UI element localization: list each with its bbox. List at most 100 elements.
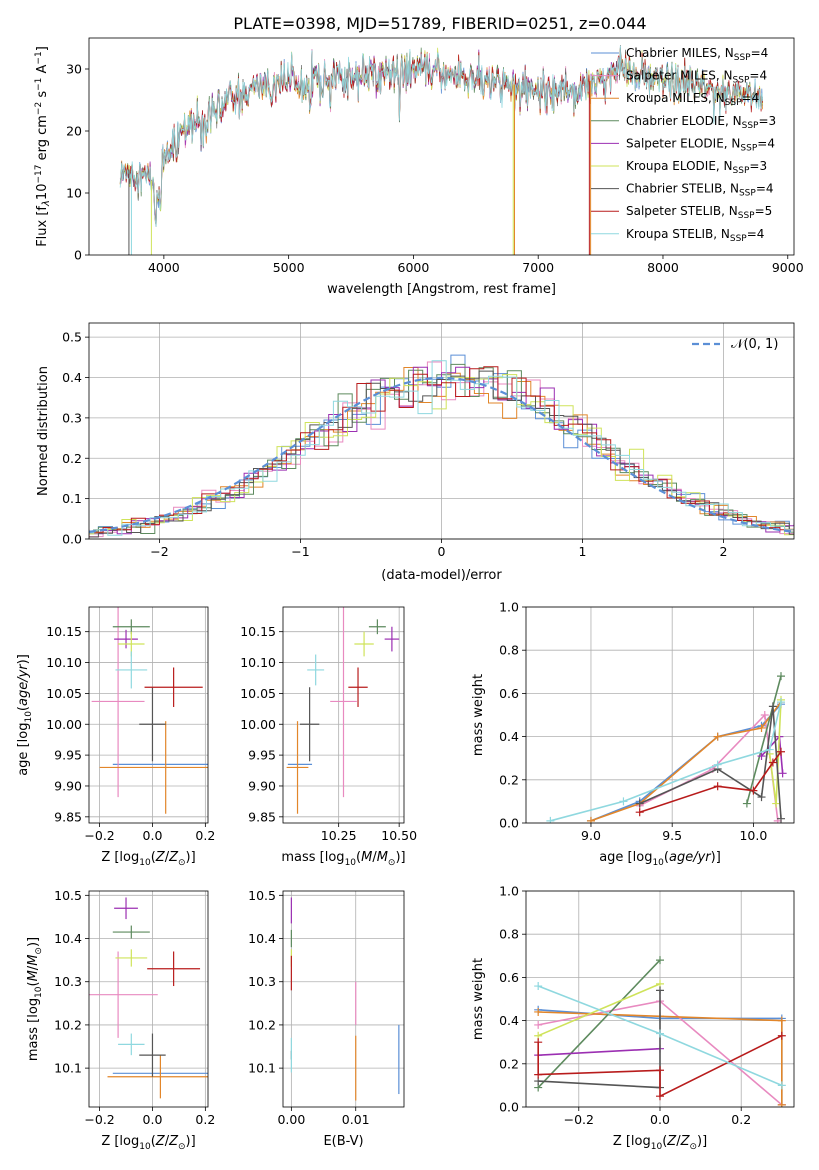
x-axis-label: wavelength [Angstrom, rest frame]	[327, 282, 556, 297]
y-tick-label: 10.10	[46, 655, 82, 670]
legend-label: Salpeter STELIB, NSSP=5	[626, 204, 772, 221]
axes-frame	[88, 322, 795, 540]
x-tick-label: −0.2	[84, 1112, 114, 1127]
mass_vs_z-axes: −0.2 0.0 0.2 10.1 10.2 10.3 10.4 10.5 Z [log10(Z…	[26, 888, 215, 1152]
point-marker	[742, 799, 751, 808]
point-marker	[546, 816, 555, 823]
series-line	[590, 703, 782, 822]
y-tick-label: 0.2	[499, 1056, 519, 1071]
point-marker	[656, 1029, 664, 1038]
y-tick-label: 0.0	[62, 532, 82, 547]
series-line	[538, 1047, 661, 1056]
x-tick-label: 0	[438, 544, 446, 559]
histogram-step	[89, 366, 794, 538]
histogram-series	[89, 354, 794, 538]
x-tick-label: −2	[150, 544, 168, 559]
point-marker	[777, 747, 786, 756]
age_vs_mass-axes: 10.25 10.50 9.85 9.90 9.95 10.00 10.05 10.10 10.…	[240, 606, 417, 868]
axes-frame	[525, 606, 795, 824]
y-tick-label: 9.95	[248, 748, 276, 763]
point-marker	[768, 702, 777, 711]
x-tick-label: 0.2	[731, 1112, 751, 1127]
y-tick-label: 0.4	[499, 729, 519, 744]
point-marker	[635, 799, 644, 808]
axes-frame	[88, 890, 209, 1108]
mass_vs_z-points	[89, 897, 208, 1099]
weight_vs_age-axes: 9.0 9.5 10.0 0.0 0.2 0.4 0.6 0.8 1.0 age [log10(a…	[471, 600, 795, 868]
point-marker	[534, 1038, 543, 1047]
axes-frame	[282, 606, 405, 824]
x-axis-label: age [log10(age/yr)]	[599, 850, 721, 868]
point-marker	[713, 760, 722, 769]
x-tick-label: −0.2	[564, 1112, 594, 1127]
y-tick-label: 0	[74, 248, 82, 263]
y-tick-label: 1.0	[499, 600, 519, 615]
series-line	[746, 675, 782, 804]
x-axis-label: Z [log10(Z/Z⊙)]	[101, 850, 195, 868]
point-marker	[534, 1007, 543, 1016]
point-marker	[777, 672, 786, 681]
legend-label: Chabrier MILES, NSSP=4	[626, 46, 768, 63]
spectrum-lines	[119, 45, 763, 255]
axes-frame	[282, 890, 405, 1108]
point-marker	[534, 982, 543, 991]
y-tick-label: 0.2	[499, 772, 519, 787]
point-marker	[619, 797, 628, 806]
point-marker	[757, 752, 766, 761]
point-marker	[656, 986, 664, 995]
x-tick-label: 0.0	[650, 1112, 670, 1127]
y-tick-label: 10.15	[46, 624, 82, 639]
figure-title: PLATE=0398, MJD=51789, FIBERID=0251, z=0…	[233, 14, 646, 33]
point-marker	[713, 732, 722, 741]
weight_vs_z-series	[534, 956, 786, 1107]
x-tick-label: 2	[720, 544, 728, 559]
series-line	[639, 706, 782, 819]
histogram-axes: −2 −1 0 1 2 0.0 0.1 0.2 0.3 0.4 0.5 (data-model)/er…	[36, 322, 795, 583]
point-marker	[760, 711, 769, 719]
axes-frame	[88, 37, 795, 256]
y-tick-label: 9.85	[248, 809, 276, 824]
weight_vs_z-axes: −0.2 0.0 0.2 0.0 0.2 0.4 0.6 0.8 1.0 Z [log10(Z/Z…	[471, 884, 795, 1152]
y-tick-label: 10.00	[240, 717, 276, 732]
point-marker	[757, 723, 766, 732]
point-marker	[768, 758, 777, 767]
y-tick-label: 10.3	[54, 974, 82, 989]
y-tick-label: 20	[66, 124, 82, 139]
x-tick-label: 1	[579, 544, 587, 559]
point-marker	[772, 799, 781, 808]
age_vs_z-axes: −0.2 0.0 0.2 9.85 9.90 9.95 10.00 10.05 10.10 10.…	[16, 606, 215, 868]
x-tick-label: 4000	[148, 260, 180, 275]
x-axis-label: E(B-V)	[323, 1134, 363, 1149]
point-marker	[765, 745, 774, 754]
y-tick-label: 0.4	[62, 370, 82, 385]
y-tick-label: 0.6	[499, 686, 519, 701]
y-tick-label: 10.5	[54, 888, 82, 903]
axes-frame	[88, 606, 209, 824]
x-axis-label: Z [log10(Z/Z⊙)]	[613, 1134, 707, 1152]
x-tick-label: 10.50	[381, 828, 417, 843]
mass_vs_ebv-axes: 0.00 0.01 10.1 10.2 10.3 10.4 10.5 E(B-V)	[248, 888, 405, 1149]
point-marker	[777, 1100, 786, 1107]
series-line	[537, 959, 661, 1089]
gaussian-curve	[89, 376, 794, 533]
y-tick-label: 10.3	[248, 974, 276, 989]
mass_vs_ebv-points	[290, 897, 400, 1101]
x-tick-label: 0.01	[342, 1112, 370, 1127]
x-tick-label: 10.25	[321, 828, 357, 843]
legend-label: Kroupa MILES, NSSP=4	[626, 91, 759, 108]
y-tick-label: 0.5	[62, 330, 82, 345]
y-tick-label: 9.90	[248, 778, 276, 793]
x-tick-label: 9.0	[581, 828, 601, 843]
age_vs_mass-points	[286, 607, 400, 814]
x-tick-label: 9000	[772, 260, 804, 275]
y-tick-label: 9.95	[54, 748, 82, 763]
x-tick-label: 0.0	[143, 828, 163, 843]
x-tick-label: 5000	[273, 260, 305, 275]
x-tick-label: 10.0	[739, 828, 767, 843]
point-marker	[777, 1031, 786, 1040]
y-tick-label: 10	[66, 186, 82, 201]
x-tick-label: −0.2	[84, 828, 114, 843]
y-tick-label: 10.2	[248, 1017, 276, 1032]
spectrum-axes: 4000 5000 6000 7000 8000 9000 0 10 20 30 wavelengt…	[34, 37, 804, 297]
